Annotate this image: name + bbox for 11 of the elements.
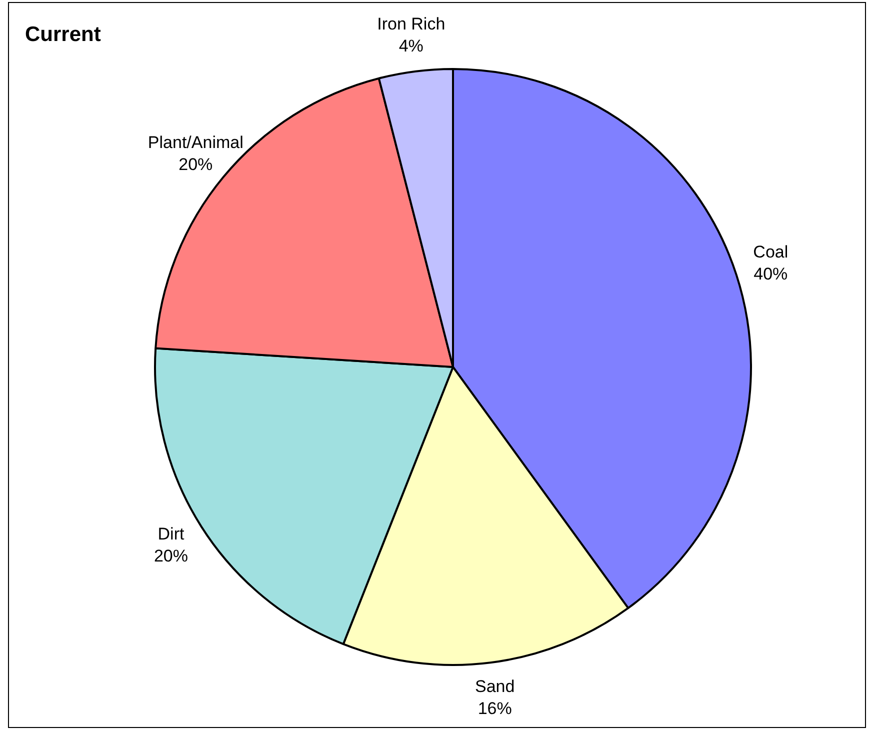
slice-label: Dirt bbox=[158, 524, 184, 544]
slice-label: Sand bbox=[475, 677, 515, 696]
slice-label: Plant/Animal bbox=[148, 132, 244, 152]
data-label: 40% bbox=[754, 264, 788, 284]
data-label: 20% bbox=[178, 154, 213, 174]
slice-label: Iron Rich bbox=[377, 14, 446, 34]
chart-title: Current bbox=[25, 23, 101, 47]
slice-label: Coal bbox=[753, 242, 788, 262]
data-label: 16% bbox=[478, 699, 512, 718]
data-label: 4% bbox=[398, 36, 424, 56]
data-label: 20% bbox=[154, 546, 188, 566]
